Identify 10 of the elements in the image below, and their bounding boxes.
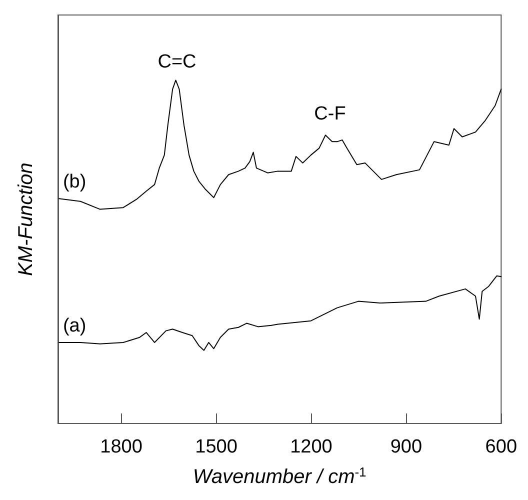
x-tick-label: 1500 <box>195 436 238 458</box>
series-label: (b) <box>62 172 86 193</box>
x-tick-label: 1800 <box>100 436 142 458</box>
x-tick-label: 1200 <box>290 436 332 458</box>
y-axis-title: KM-Function <box>15 162 37 276</box>
x-tick-label: 900 <box>390 436 422 458</box>
series-label: (a) <box>62 315 86 336</box>
annotation: C-F <box>314 104 346 124</box>
x-tick-label: 600 <box>485 436 517 458</box>
text: C=C <box>158 52 196 72</box>
